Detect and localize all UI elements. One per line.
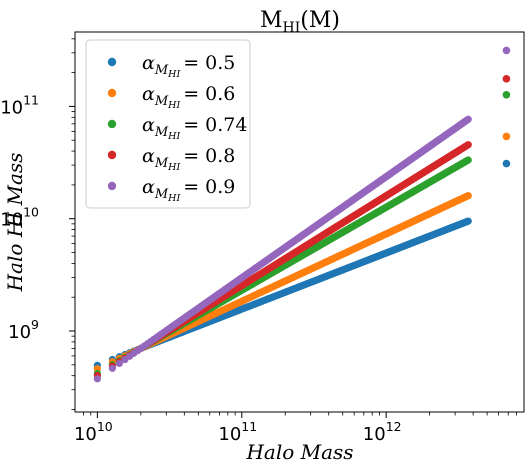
data-point [464, 156, 472, 164]
x-tick-label: 1010 [74, 419, 113, 445]
legend-entry: αMHI= 0.74 [107, 114, 247, 142]
legend-label: αMHI= 0.5 [142, 52, 235, 80]
legend-entry: αMHI= 0.9 [107, 176, 235, 204]
chart-title: MHI(M) [260, 8, 340, 36]
legend-marker [107, 181, 117, 191]
y-axis-label: Halo HI Mass [3, 153, 27, 293]
data-point [464, 141, 472, 149]
data-point-outlier [502, 75, 511, 83]
data-point-outlier [502, 159, 511, 168]
legend-label: αMHI= 0.6 [142, 83, 235, 111]
data-point [108, 364, 116, 372]
data-point [115, 359, 123, 368]
legend-label: αMHI= 0.8 [142, 145, 235, 173]
data-point [93, 375, 101, 383]
legend-entry: αMHI= 0.6 [107, 83, 235, 111]
data-point [464, 217, 472, 225]
data-point-outlier [502, 132, 511, 141]
data-point-outlier [502, 90, 511, 99]
y-axis-ticks: 109 1010 1011 [0, 38, 75, 410]
x-tick-label: 1012 [363, 419, 402, 445]
legend-box [85, 39, 251, 209]
x-axis-ticks: 1010 1011 1012 [74, 412, 518, 445]
data-point [464, 115, 472, 123]
legend-marker [107, 119, 117, 129]
plot-frame [74, 31, 525, 413]
x-axis-label: Halo Mass [245, 440, 353, 464]
data-point [464, 192, 472, 200]
series-0-9 [93, 46, 511, 383]
legend-label: αMHI= 0.74 [142, 114, 247, 142]
x-tick-label: 1011 [218, 419, 257, 445]
legend-marker [107, 150, 117, 160]
legend-marker [107, 57, 117, 67]
legend-entry: αMHI= 0.8 [107, 145, 235, 173]
y-tick-label: 1011 [0, 92, 39, 118]
y-tick-label: 109 [8, 317, 39, 343]
data-point-outlier [502, 46, 511, 55]
legend-entry: αMHI= 0.5 [107, 52, 235, 80]
legend: αMHI= 0.5 αMHI= 0.6 αMHI= 0.74 αMHI= 0.8 αMH… [85, 39, 251, 209]
plot-points [93, 46, 511, 383]
series-0-6 [93, 132, 511, 373]
y-tick-label: 1010 [0, 205, 39, 231]
legend-marker [107, 88, 117, 98]
legend-label: αMHI= 0.9 [142, 176, 235, 204]
